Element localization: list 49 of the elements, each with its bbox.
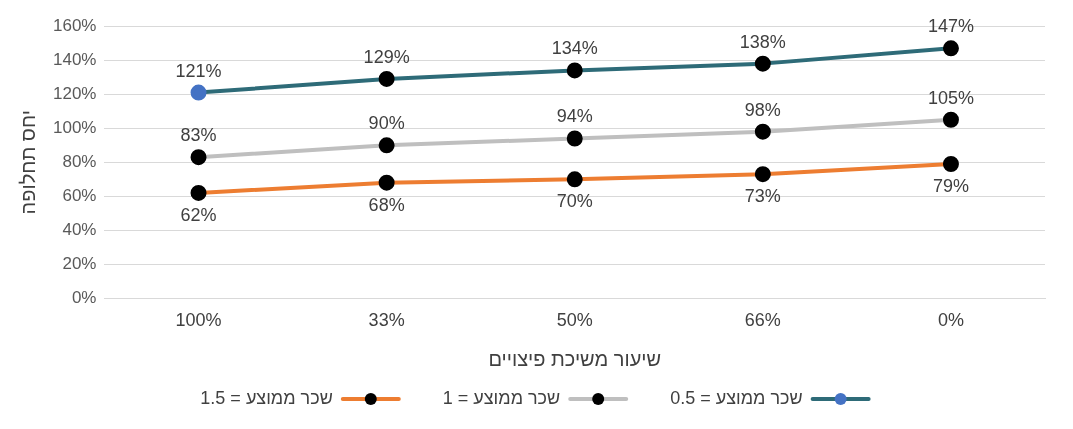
y-tick-label: 80% bbox=[62, 151, 97, 171]
data-label: 121% bbox=[175, 60, 222, 81]
point bbox=[754, 166, 771, 183]
y-tick-label: 120% bbox=[53, 83, 97, 103]
point bbox=[754, 55, 771, 72]
x-tick-label: 50% bbox=[556, 310, 593, 331]
data-label: 105% bbox=[927, 87, 974, 108]
data-label: 134% bbox=[551, 38, 598, 59]
y-tick-label: 140% bbox=[53, 49, 97, 69]
data-label: 90% bbox=[368, 113, 405, 134]
y-tick-label: 60% bbox=[62, 186, 97, 206]
data-label: 68% bbox=[368, 194, 405, 215]
legend-label: שכר ממוצע = 1.5 bbox=[200, 387, 333, 408]
y-tick-label: 160% bbox=[53, 15, 97, 35]
data-label: 138% bbox=[739, 31, 786, 52]
point bbox=[378, 137, 395, 154]
x-axis-title: שיעור משיכת פיצויים bbox=[488, 347, 662, 370]
point bbox=[754, 123, 771, 140]
x-tick-label: 66% bbox=[744, 310, 781, 331]
y-tick-label: 40% bbox=[62, 220, 97, 240]
data-label: 62% bbox=[180, 204, 217, 225]
data-label: 79% bbox=[932, 175, 969, 196]
point bbox=[378, 70, 395, 87]
point bbox=[942, 156, 959, 172]
point bbox=[190, 84, 207, 101]
legend-label: שכר ממוצע = 1 bbox=[442, 387, 561, 408]
y-tick-label: 100% bbox=[53, 117, 97, 137]
point bbox=[190, 184, 207, 201]
point bbox=[566, 130, 583, 147]
x-tick-label: 0% bbox=[937, 310, 964, 331]
data-label: 129% bbox=[363, 46, 410, 67]
y-tick-label: 0% bbox=[71, 288, 97, 308]
point bbox=[378, 174, 395, 191]
y-tick-label: 20% bbox=[62, 254, 97, 274]
data-label: 94% bbox=[556, 106, 593, 127]
data-label: 98% bbox=[744, 99, 781, 120]
data-label: 70% bbox=[556, 191, 593, 212]
point bbox=[566, 62, 583, 79]
x-tick-label: 100% bbox=[175, 310, 222, 331]
point bbox=[942, 40, 959, 57]
data-label: 73% bbox=[744, 186, 781, 207]
point bbox=[942, 111, 959, 128]
point bbox=[190, 149, 207, 166]
data-label: 147% bbox=[927, 16, 974, 37]
y-axis-title: יחס תחלופה bbox=[16, 110, 39, 215]
point bbox=[566, 171, 583, 188]
x-tick-label: 33% bbox=[368, 310, 405, 331]
data-label: 83% bbox=[180, 125, 217, 146]
legend-label: שכר ממוצע = 0.5 bbox=[670, 387, 803, 408]
